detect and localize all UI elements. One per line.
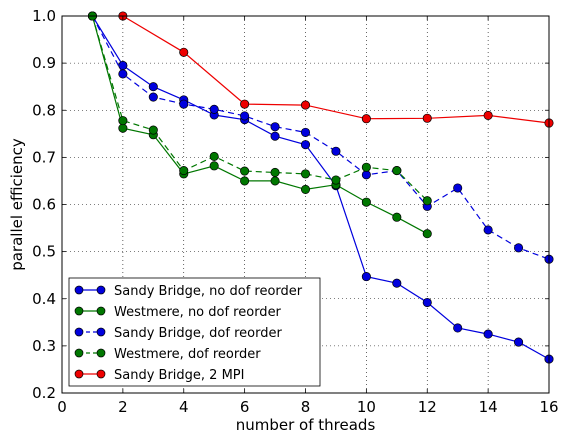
data-point xyxy=(148,125,158,135)
series-line xyxy=(122,15,550,124)
data-point xyxy=(209,151,219,161)
data-point xyxy=(361,170,371,180)
data-point xyxy=(179,99,189,109)
data-point xyxy=(422,297,432,308)
legend-marker xyxy=(96,369,106,379)
legend-label: Sandy Bridge, 2 MPI xyxy=(114,368,244,383)
data-point xyxy=(300,140,311,150)
data-point xyxy=(392,166,402,176)
y-tick-label: 0.7 xyxy=(32,148,56,166)
data-point xyxy=(148,92,158,102)
data-point xyxy=(270,131,280,141)
data-point xyxy=(179,166,189,176)
data-point xyxy=(514,243,524,253)
legend-marker xyxy=(96,306,106,316)
data-point xyxy=(209,161,219,171)
legend-marker xyxy=(74,306,84,316)
legend-label: Sandy Bridge, dof reorder xyxy=(114,326,282,341)
series-line xyxy=(91,15,428,235)
x-tick-label: 12 xyxy=(418,398,437,416)
x-tick-label: 16 xyxy=(539,398,558,416)
legend-marker xyxy=(96,348,106,358)
legend-marker xyxy=(74,348,84,358)
data-point xyxy=(331,175,341,185)
data-point xyxy=(118,60,128,71)
x-axis-label: number of threads xyxy=(236,416,376,434)
data-point xyxy=(209,104,219,114)
y-tick-label: 0.8 xyxy=(32,101,56,119)
y-tick-label: 0.6 xyxy=(32,196,56,214)
data-point xyxy=(240,176,250,186)
x-tick-label: 0 xyxy=(57,398,67,416)
series-group xyxy=(87,11,554,364)
y-tick-label: 0.9 xyxy=(32,54,56,72)
data-point xyxy=(483,329,493,339)
data-point xyxy=(361,114,371,124)
x-tick-label: 6 xyxy=(240,398,250,416)
y-tick-label: 0.4 xyxy=(32,290,56,308)
legend-marker xyxy=(96,327,106,337)
data-point xyxy=(392,212,402,222)
data-point xyxy=(118,116,128,126)
data-point xyxy=(514,337,524,347)
legend-label: Sandy Bridge, no dof reorder xyxy=(114,284,303,299)
series-line xyxy=(91,15,428,202)
legend-item: Sandy Bridge, dof reorder xyxy=(74,326,282,341)
y-tick-label: 0.2 xyxy=(32,384,56,402)
legend: Sandy Bridge, no dof reorder Westmere, no… xyxy=(68,277,321,387)
y-tick-label: 0.5 xyxy=(32,243,56,261)
legend-item: Westmere, no dof reorder xyxy=(74,305,282,320)
legend-label: Westmere, no dof reorder xyxy=(114,305,282,320)
legend-marker xyxy=(96,285,106,295)
data-point xyxy=(300,127,311,137)
data-point xyxy=(179,47,189,57)
x-tick-label: 14 xyxy=(479,398,498,416)
series-line xyxy=(91,15,550,260)
legend-marker xyxy=(74,285,84,295)
data-point xyxy=(240,166,250,176)
data-point xyxy=(300,184,311,194)
legend-label: Westmere, dof reorder xyxy=(114,347,261,362)
legend-item: Westmere, dof reorder xyxy=(74,347,261,362)
axis-ticks: 0 2 4 6 8 10 12 14 16 0.2 0.3 0.4 0.5 0.6 0.7 0.8 0.9 1.0 xyxy=(32,7,558,416)
data-point xyxy=(422,113,432,123)
data-point xyxy=(453,183,463,193)
legend-marker xyxy=(74,369,84,379)
data-point xyxy=(483,225,493,235)
legend-box xyxy=(68,277,321,387)
data-point xyxy=(148,82,158,92)
data-point xyxy=(331,146,341,156)
data-point xyxy=(361,197,371,207)
legend-marker xyxy=(74,327,84,337)
data-point xyxy=(422,196,432,206)
y-tick-label: 0.3 xyxy=(32,337,56,355)
data-point xyxy=(453,323,463,333)
x-tick-label: 10 xyxy=(357,398,376,416)
data-point xyxy=(483,110,493,120)
data-point xyxy=(240,99,250,109)
x-tick-label: 8 xyxy=(301,398,311,416)
data-point xyxy=(422,229,432,239)
data-point xyxy=(240,111,250,121)
x-tick-label: 4 xyxy=(179,398,189,416)
y-tick-label: 1.0 xyxy=(32,7,56,25)
data-point xyxy=(300,169,311,179)
legend-item: Sandy Bridge, no dof reorder xyxy=(74,284,303,299)
x-tick-label: 2 xyxy=(118,398,128,416)
series xyxy=(87,11,432,206)
y-axis-label: parallel efficiency xyxy=(8,138,26,271)
data-point xyxy=(361,162,371,172)
data-point xyxy=(270,122,280,132)
data-point xyxy=(270,167,280,178)
data-point xyxy=(392,278,402,288)
data-point xyxy=(118,123,128,133)
data-point xyxy=(270,176,280,186)
series xyxy=(87,11,554,364)
data-point xyxy=(361,272,371,282)
data-point xyxy=(118,69,128,79)
data-point xyxy=(300,100,311,110)
series-line xyxy=(91,15,550,360)
legend-item: Sandy Bridge, 2 MPI xyxy=(74,368,244,383)
